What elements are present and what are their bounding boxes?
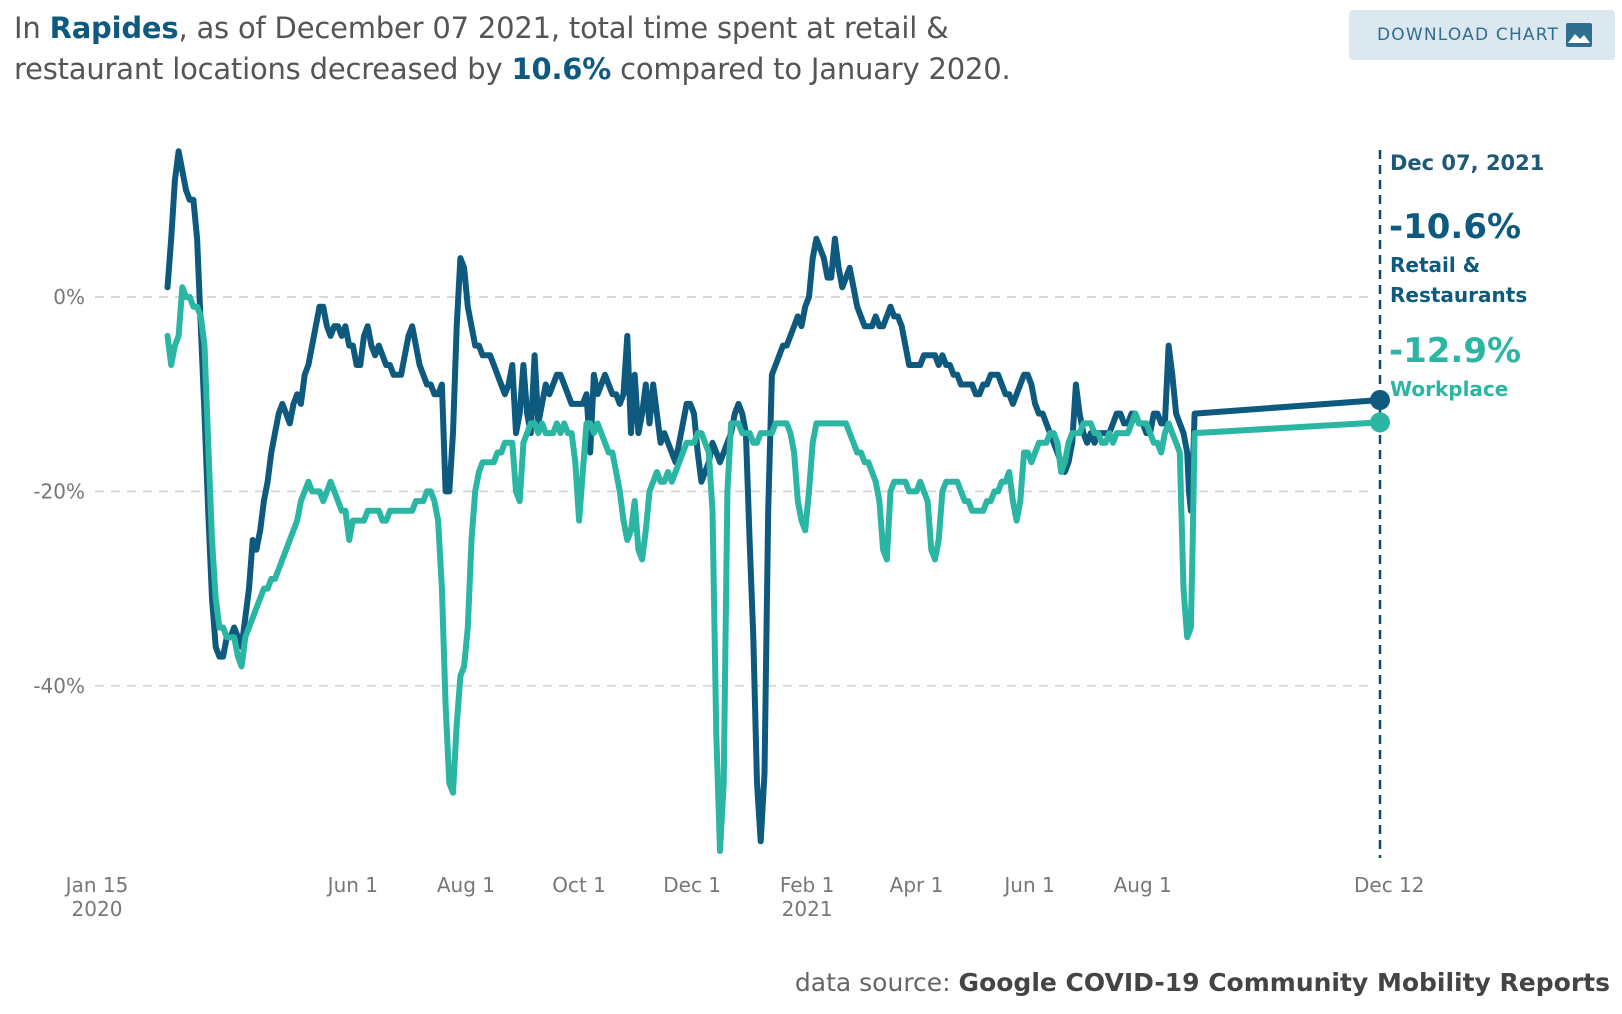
retail-series-label: Restaurants [1390, 283, 1527, 307]
x-tick-label: Apr 1 [890, 873, 944, 897]
x-tick-sublabel: 2020 [72, 897, 123, 921]
x-tick-sublabel: 2021 [782, 897, 833, 921]
x-tick-label: Aug 1 [437, 873, 495, 897]
y-tick-label: -40% [33, 674, 85, 698]
retail-series-label: Retail & [1390, 253, 1480, 277]
marker-date-label: Dec 07, 2021 [1390, 151, 1544, 175]
retail-value-label: -10.6% [1389, 207, 1521, 247]
workplace-series-line [164, 284, 1383, 854]
x-tick-label: Feb 1 [780, 873, 835, 897]
headline: In Rapides, as of December 07 2021, tota… [14, 8, 1054, 90]
image-icon [1566, 23, 1592, 47]
download-chart-label: DOWNLOAD CHART [1377, 25, 1560, 45]
workplace-series-label: Workplace [1390, 377, 1508, 401]
headline-part1: In [14, 11, 50, 45]
y-tick-label: -20% [33, 479, 85, 503]
source-prefix: data source: [794, 968, 951, 997]
x-tick-label: Oct 1 [552, 873, 606, 897]
headline-percent: 10.6% [511, 52, 612, 86]
retail-series-line [164, 148, 1383, 845]
source-name[interactable]: Google COVID-19 Community Mobility Repor… [958, 968, 1610, 997]
y-tick-label: 0% [53, 285, 85, 309]
x-tick-label: Dec 12 [1354, 873, 1425, 897]
county-name: Rapides [49, 11, 179, 45]
headline-part3: compared to January 2020. [611, 52, 1011, 86]
x-tick-label: Jun 1 [1002, 873, 1054, 897]
x-tick-label: Dec 1 [663, 873, 721, 897]
workplace-value-label: -12.9% [1389, 331, 1521, 371]
x-tick-label: Jan 15 [64, 873, 129, 897]
headline-part2: , as of December 07 2021, total time spe… [14, 11, 949, 86]
download-chart-button[interactable]: DOWNLOAD CHART [1349, 10, 1615, 60]
retail-endpoint [1370, 390, 1390, 411]
workplace-endpoint [1370, 412, 1390, 433]
x-tick-label: Aug 1 [1114, 873, 1172, 897]
x-tick-label: Jun 1 [326, 873, 378, 897]
data-source: data source: Google COVID-19 Community M… [795, 968, 1610, 997]
